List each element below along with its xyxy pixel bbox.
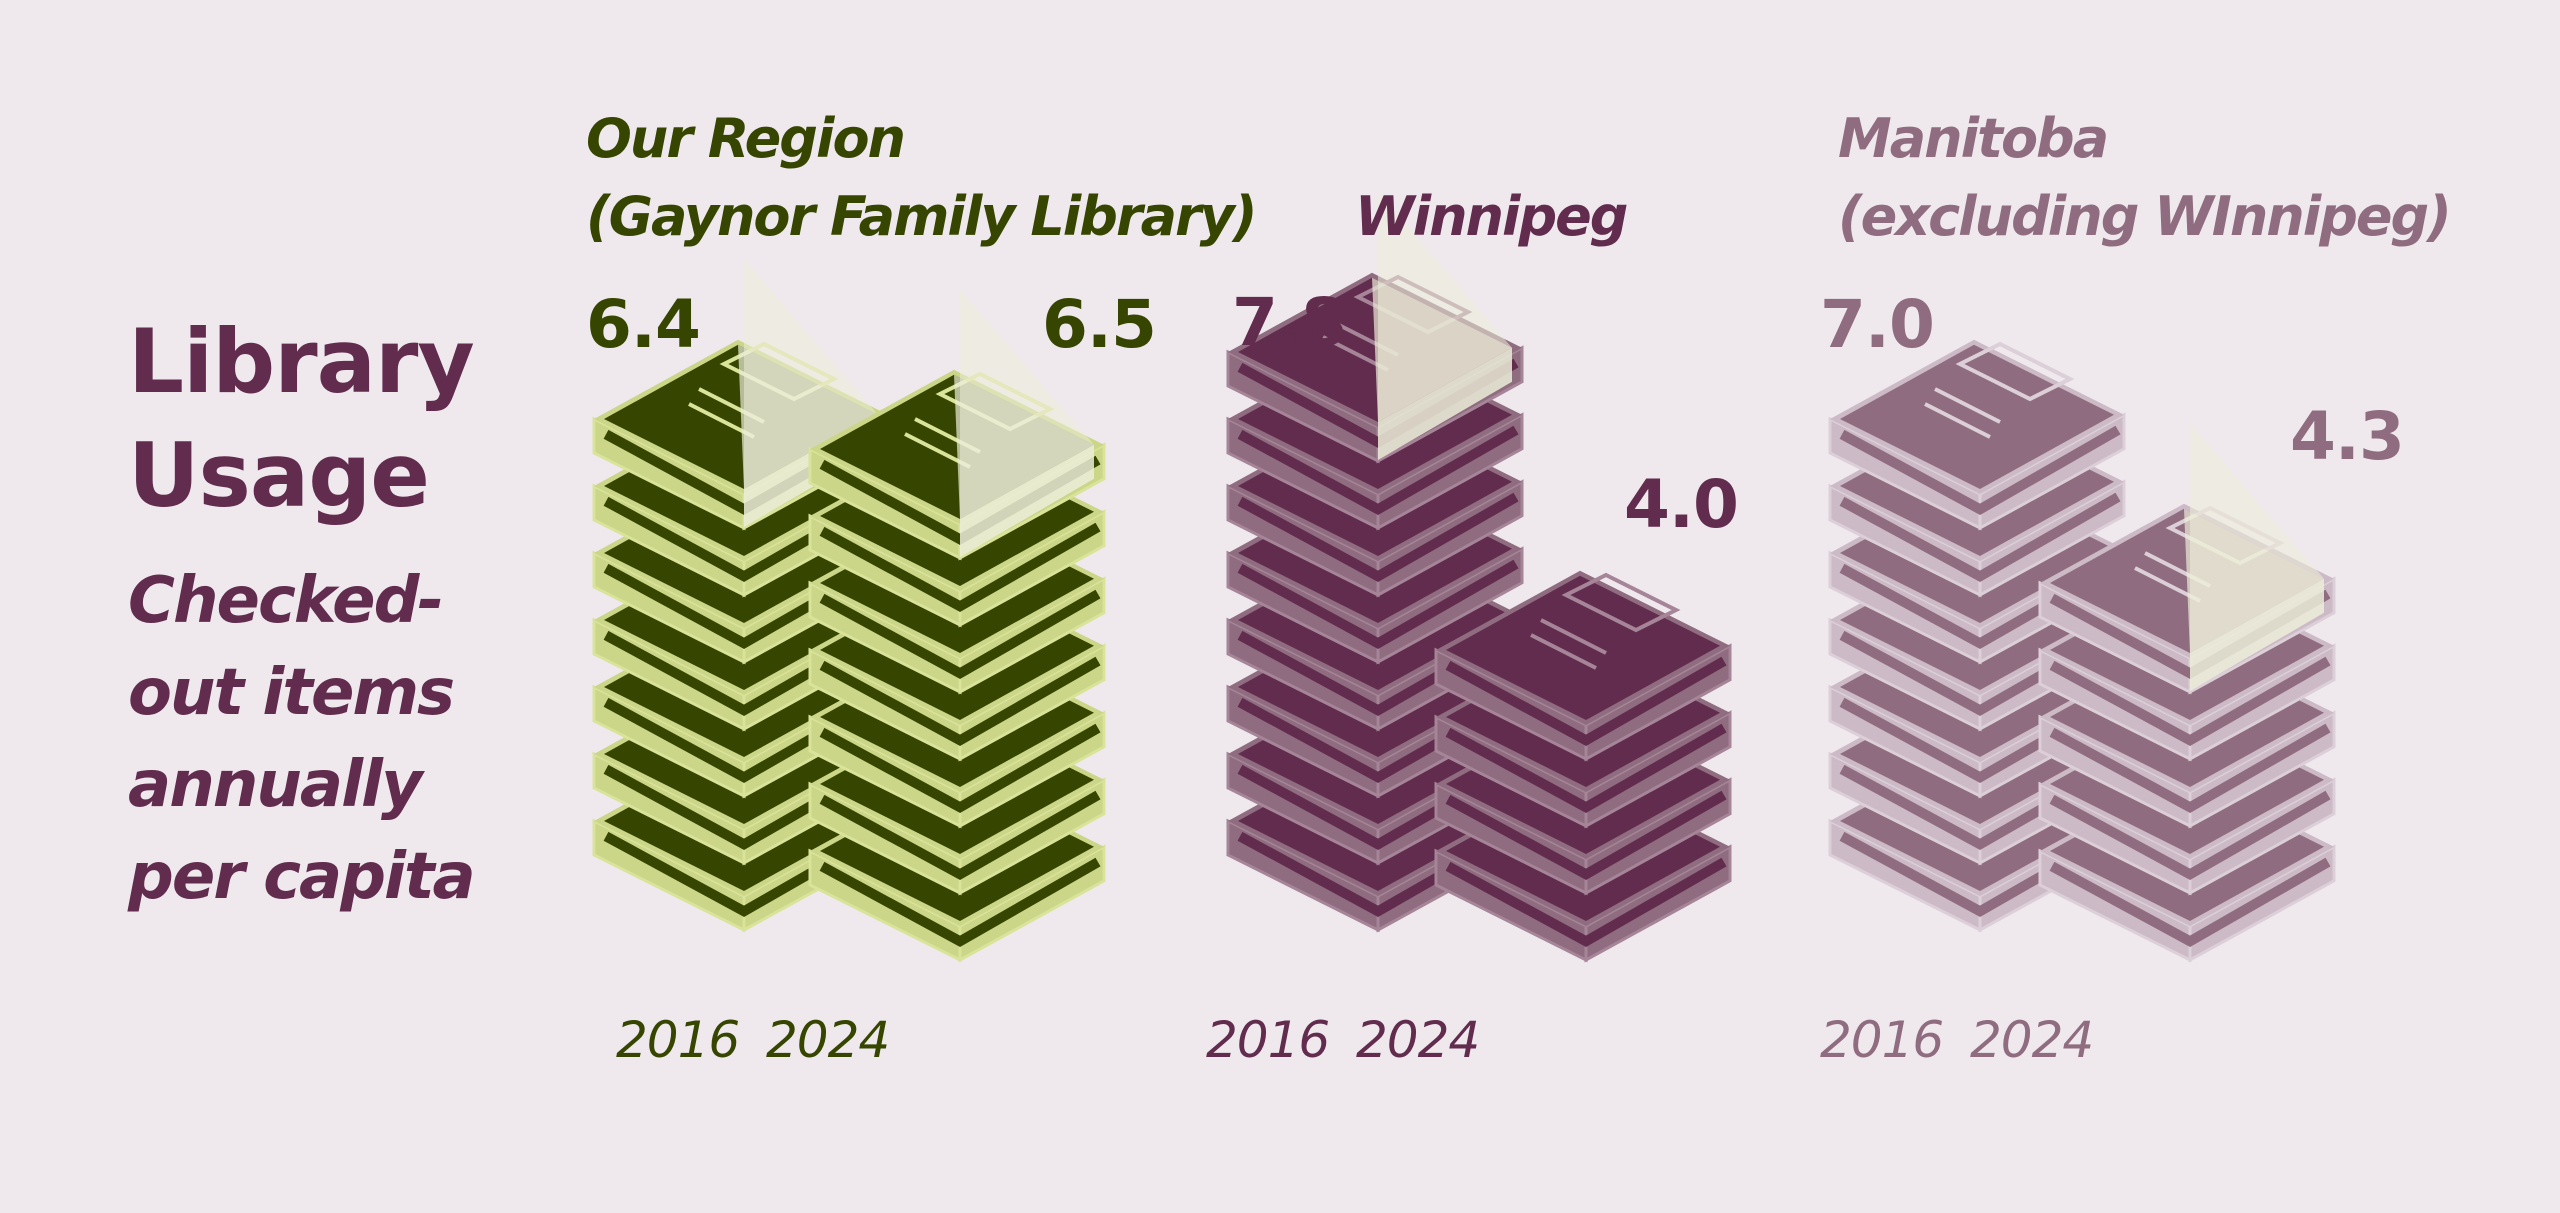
region-label-line-1: Manitoba (1838, 107, 2109, 170)
book-4 (1434, 570, 1732, 762)
chart-title: Library Usage (128, 305, 475, 533)
book-stack-2024 (808, 289, 1106, 963)
year-label-manitoba-2016: 2016 (1820, 1011, 1944, 1069)
region-label-our-region: Our Region (Gaynor Family Library) (586, 100, 1258, 256)
region-label-line-1: Winnipeg (1355, 185, 1628, 248)
year-label-our-region-2016: 2016 (616, 1011, 740, 1069)
year-label-manitoba-2024: 2024 (1970, 1011, 2094, 1069)
book-7 (1828, 339, 2126, 531)
subtitle-line-2: out items (128, 656, 455, 730)
value-label-our-region-2016: 6.4 (586, 286, 701, 363)
region-label-manitoba: Manitoba (excluding WInnipeg) (1838, 100, 2452, 256)
value-label-manitoba-2016: 7.0 (1820, 286, 1935, 363)
subtitle-line-1: Checked- (128, 564, 444, 638)
title-line-2: Usage (128, 424, 430, 527)
book-stack-2024 (1434, 570, 1732, 963)
subtitle-line-3: annually (128, 748, 423, 822)
region-label-line-2: (excluding WInnipeg) (1838, 185, 2452, 248)
chart-subtitle: Checked- out items annually per capita (128, 555, 476, 923)
region-label-winnipeg: Winnipeg (1355, 178, 1628, 256)
value-label-winnipeg-2024: 4.0 (1624, 466, 1739, 543)
subtitle-line-4: per capita (128, 840, 476, 914)
year-label-winnipeg-2024: 2024 (1356, 1011, 1480, 1069)
year-label-our-region-2024: 2024 (766, 1011, 890, 1069)
year-label-winnipeg-2016: 2016 (1206, 1011, 1330, 1069)
book-7 (808, 289, 1106, 561)
value-label-winnipeg-2016: 7.8 (1232, 284, 1347, 361)
title-line-1: Library (128, 310, 475, 413)
region-label-line-1: Our Region (586, 107, 906, 170)
book-8 (1226, 192, 1524, 464)
book-stack-2024 (2038, 423, 2336, 963)
value-label-manitoba-2024: 4.3 (2290, 398, 2405, 475)
book-5 (2038, 423, 2336, 695)
region-label-line-2: (Gaynor Family Library) (586, 185, 1258, 248)
value-label-our-region-2024: 6.5 (1042, 286, 1157, 363)
